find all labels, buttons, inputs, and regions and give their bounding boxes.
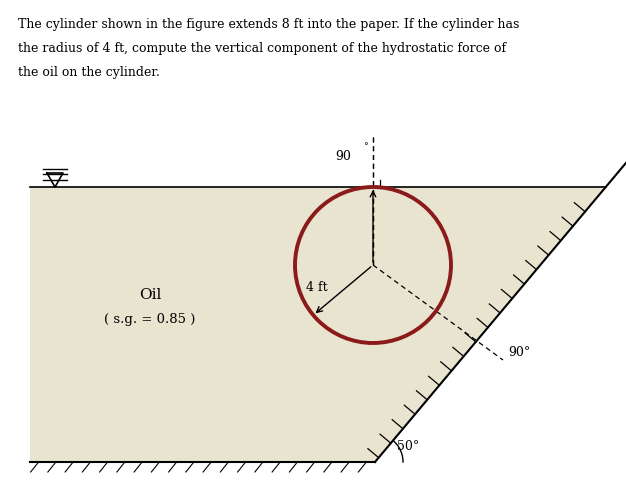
Text: the radius of 4 ft, compute the vertical component of the hydrostatic force of: the radius of 4 ft, compute the vertical…: [18, 42, 506, 55]
Text: The cylinder shown in the figure extends 8 ft into the paper. If the cylinder ha: The cylinder shown in the figure extends…: [18, 18, 520, 31]
Polygon shape: [30, 187, 606, 462]
Text: 90°: 90°: [508, 346, 530, 359]
Text: 4 ft: 4 ft: [307, 281, 328, 294]
Text: 90: 90: [335, 151, 351, 164]
Text: °: °: [363, 143, 367, 152]
Text: 50°: 50°: [397, 440, 419, 453]
Text: ( s.g. = 0.85 ): ( s.g. = 0.85 ): [105, 314, 196, 327]
Text: Oil: Oil: [139, 288, 161, 302]
Text: the oil on the cylinder.: the oil on the cylinder.: [18, 66, 160, 79]
